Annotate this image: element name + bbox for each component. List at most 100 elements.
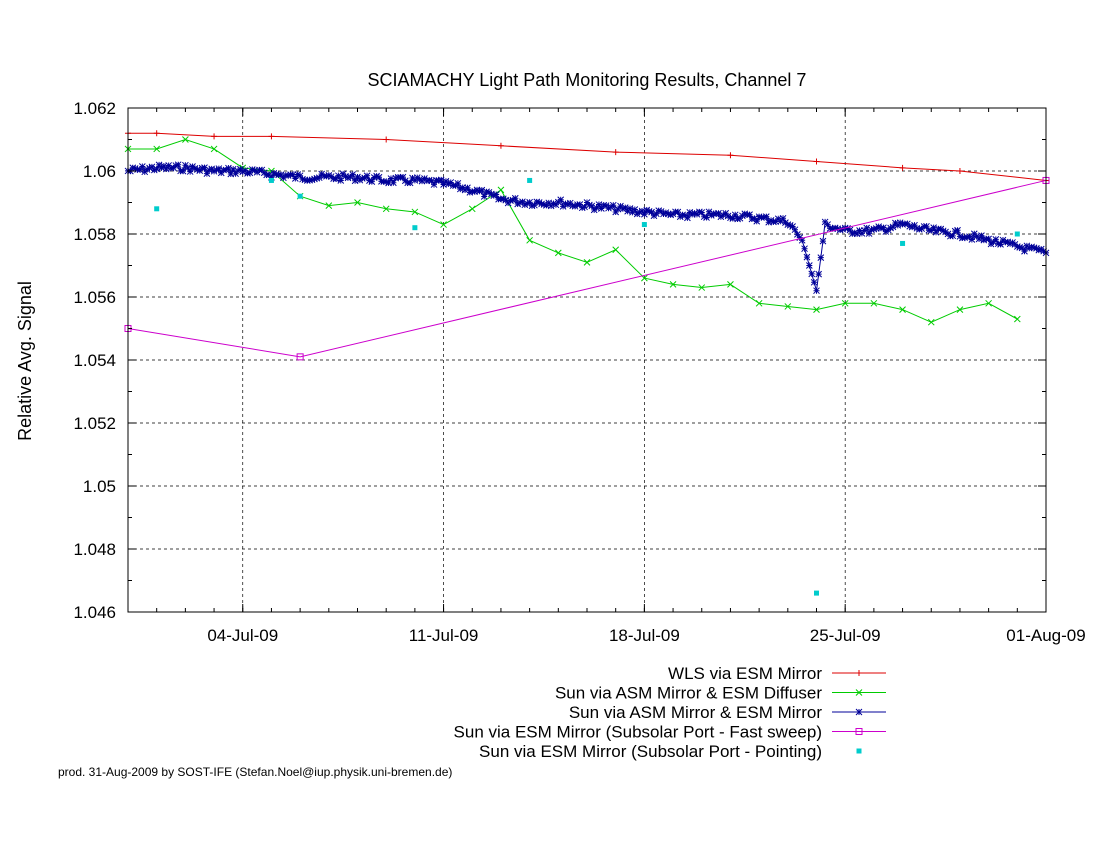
- data-point: [851, 229, 859, 236]
- data-point: [229, 165, 237, 173]
- data-point: [887, 224, 894, 232]
- data-point: [562, 200, 569, 208]
- data-point: [478, 186, 486, 194]
- data-point: [727, 152, 734, 159]
- data-point: [899, 306, 906, 313]
- x-tick-label: 11-Jul-09: [409, 626, 479, 645]
- data-point: [485, 189, 493, 196]
- data-point: [609, 201, 617, 209]
- data-point: [466, 189, 474, 196]
- data-point: [643, 206, 651, 214]
- legend-marker: [855, 689, 863, 696]
- data-point: [270, 169, 278, 177]
- data-point: [927, 318, 935, 326]
- data-point: [791, 226, 799, 234]
- data-point: [383, 136, 390, 143]
- data-point: [136, 166, 144, 174]
- data-point: [246, 169, 254, 177]
- data-point: [698, 209, 706, 216]
- data-point: [211, 133, 218, 140]
- data-point: [440, 181, 447, 188]
- legend-label: Sun via ASM Mirror & ESM Diffuser: [555, 684, 822, 703]
- data-point: [430, 181, 438, 188]
- legend-label: Sun via ASM Mirror & ESM Mirror: [569, 703, 822, 722]
- data-point: [753, 217, 761, 225]
- data-point: [174, 161, 182, 169]
- data-point: [528, 202, 536, 210]
- data-point: [814, 590, 819, 596]
- data-point: [521, 201, 529, 209]
- data-point: [153, 165, 161, 173]
- data-point: [227, 170, 235, 178]
- data-point: [593, 204, 600, 212]
- data-point: [696, 208, 703, 216]
- data-point: [588, 202, 596, 210]
- data-point: [889, 223, 897, 231]
- data-point: [1018, 244, 1026, 252]
- data-point: [143, 166, 151, 173]
- data-point: [805, 262, 813, 269]
- data-point: [612, 246, 620, 254]
- data-point: [911, 221, 918, 229]
- data-point: [779, 214, 787, 222]
- data-point: [519, 198, 526, 206]
- data-point: [932, 228, 940, 236]
- data-point: [162, 165, 170, 173]
- data-point: [631, 206, 639, 213]
- data-point: [906, 222, 914, 230]
- data-point: [358, 175, 366, 182]
- data-point: [810, 278, 818, 286]
- data-point: [691, 209, 698, 217]
- data-point: [956, 306, 964, 313]
- data-point: [387, 175, 395, 182]
- data-point: [308, 176, 316, 184]
- data-point: [786, 221, 794, 229]
- data-point: [299, 175, 306, 183]
- data-point: [731, 211, 739, 219]
- data-point: [325, 202, 333, 210]
- data-point: [351, 177, 359, 185]
- data-point: [664, 210, 672, 218]
- data-point: [392, 174, 400, 182]
- data-point: [499, 195, 507, 203]
- data-point: [980, 236, 988, 244]
- data-point: [963, 233, 971, 241]
- data-point: [167, 164, 175, 172]
- data-point: [435, 177, 443, 185]
- data-point: [586, 201, 593, 209]
- data-point: [978, 232, 985, 240]
- data-point: [705, 208, 713, 216]
- data-point: [268, 173, 275, 181]
- data-point: [313, 174, 321, 182]
- data-point: [332, 175, 340, 183]
- data-point: [956, 168, 963, 174]
- data-point: [755, 299, 763, 307]
- grid: [128, 108, 1046, 612]
- data-point: [342, 172, 349, 180]
- data-point: [844, 224, 851, 232]
- data-point: [488, 190, 495, 198]
- data-point: [923, 222, 930, 230]
- data-point: [191, 164, 199, 172]
- data-point: [538, 200, 545, 208]
- y-tick-label: 1.05: [83, 477, 116, 496]
- x-tick-label: 01-Aug-09: [1006, 626, 1085, 645]
- data-point: [636, 208, 643, 216]
- data-point: [557, 196, 565, 204]
- data-point: [203, 170, 211, 177]
- data-point: [437, 176, 445, 184]
- data-point: [968, 236, 976, 243]
- data-point: [172, 162, 180, 169]
- data-point: [1006, 240, 1014, 248]
- data-point: [808, 270, 816, 278]
- data-point: [985, 299, 992, 307]
- data-point: [184, 164, 192, 172]
- data-point: [447, 179, 455, 186]
- series-line: [127, 179, 1047, 358]
- data-point: [370, 174, 378, 181]
- data-point: [344, 174, 352, 182]
- ticks: 1.046 1.048 1.05 1.052 1.054 1.056 1.058 1.06 1.…: [73, 99, 1085, 645]
- y-axis-label: Relative Avg. Signal: [15, 281, 35, 441]
- data-point: [638, 207, 646, 215]
- data-point: [762, 213, 770, 221]
